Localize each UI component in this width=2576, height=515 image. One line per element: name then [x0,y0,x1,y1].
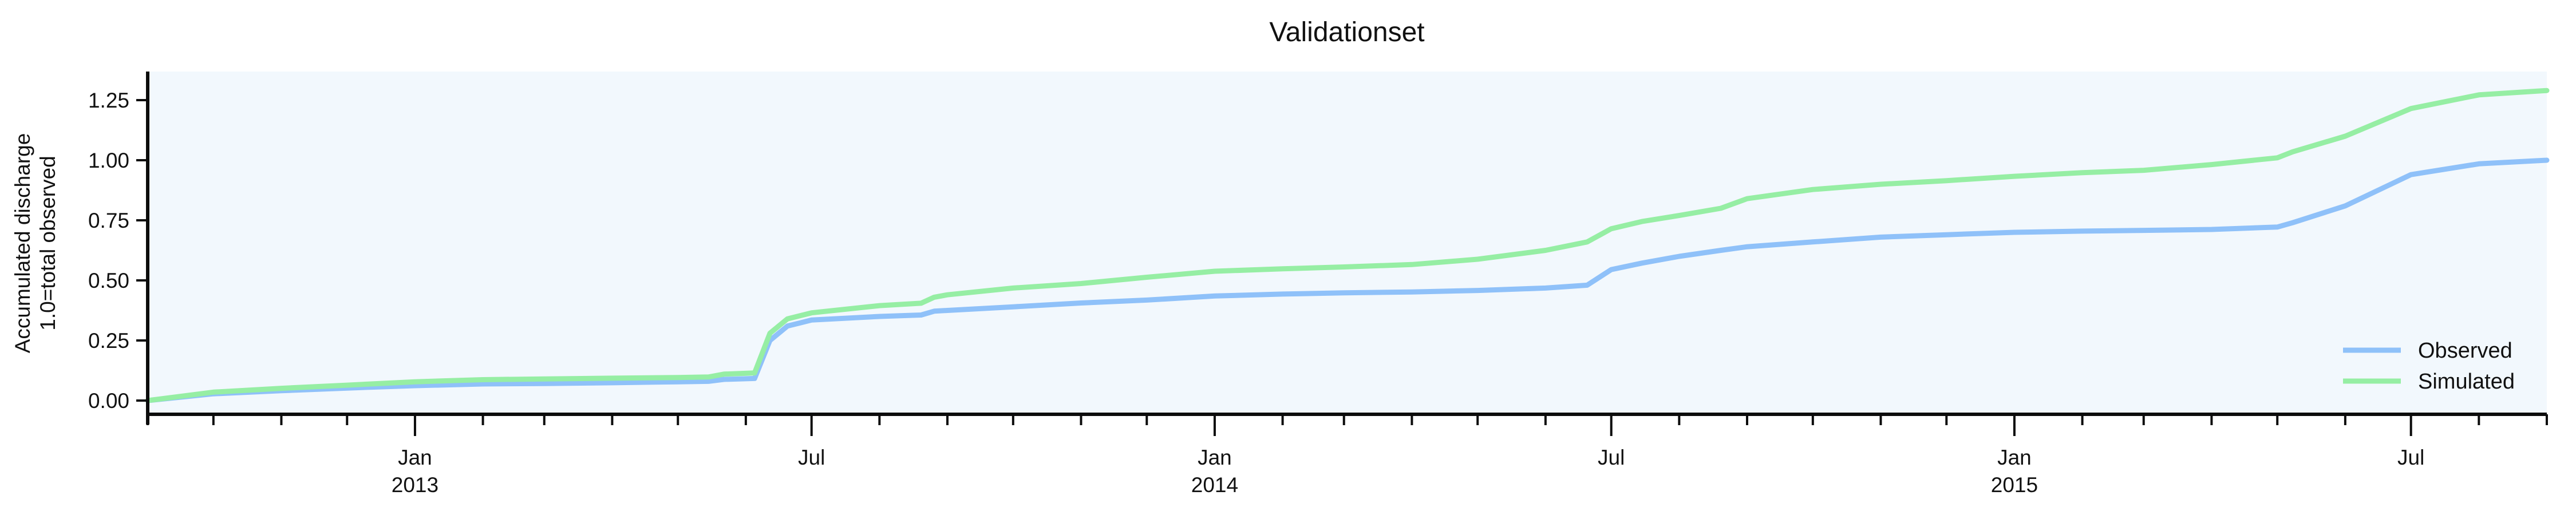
legend: Observed Simulated [2343,339,2515,394]
y-axis-label-line2: 1.0=total observed [36,156,60,330]
legend-simulated-label: Simulated [2418,370,2515,394]
x-tick-year-label: 2013 [392,473,438,497]
y-tick-label: 0.25 [88,329,129,352]
x-tick-month-label: Jan [1198,446,1232,469]
observed-line [145,157,2550,403]
plot-area [148,72,2547,414]
x-tick-month-label: Jul [798,446,825,469]
y-tick-label: 0.00 [88,389,129,413]
x-tick-month-label: Jan [1997,446,2032,469]
series-lines [145,88,2550,403]
x-tick-month-label: Jul [1598,446,1625,469]
x-tick-month-label: Jan [398,446,432,469]
y-axis-label-line1: Accumulated discharge [11,133,34,354]
x-tick-year-label: 2014 [1191,473,1238,497]
y-tick-label: 1.25 [88,89,129,112]
x-axis-ticks: Jan 2013 Jul Jan 2014 Jul Jan 2015 Jul [147,414,2548,497]
x-tick-year-label: 2015 [1991,473,2038,497]
y-tick-label: 0.75 [88,209,129,232]
chart-title: Validationset [1269,17,1424,47]
y-axis-ticks: 0.00 0.25 0.50 0.75 1.00 1.25 [88,89,148,413]
legend-observed-label: Observed [2418,339,2512,363]
y-tick-label: 1.00 [88,149,129,172]
x-tick-month-label: Jul [2397,446,2424,469]
y-tick-label: 0.50 [88,269,129,292]
simulated-line [145,88,2550,403]
